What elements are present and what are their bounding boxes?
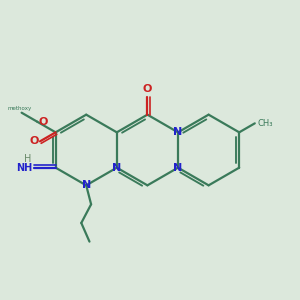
- Text: N: N: [112, 163, 122, 173]
- Text: methoxy: methoxy: [8, 106, 32, 111]
- Text: O: O: [143, 84, 152, 94]
- Text: N: N: [173, 127, 183, 137]
- Text: N: N: [82, 180, 91, 190]
- Text: CH₃: CH₃: [257, 119, 273, 128]
- Text: NH: NH: [16, 163, 33, 173]
- Text: N: N: [173, 163, 183, 173]
- Text: O: O: [29, 136, 38, 146]
- Text: O: O: [39, 117, 48, 127]
- Text: H: H: [24, 154, 32, 164]
